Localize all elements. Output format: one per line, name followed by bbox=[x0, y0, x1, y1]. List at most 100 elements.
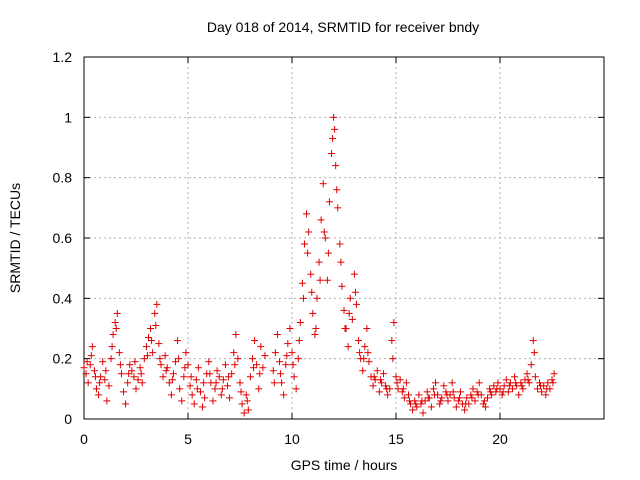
data-point bbox=[113, 309, 121, 317]
data-point bbox=[151, 309, 159, 317]
data-point bbox=[137, 370, 145, 378]
data-point bbox=[462, 400, 470, 408]
data-point bbox=[519, 385, 527, 393]
data-point bbox=[296, 318, 304, 326]
data-point bbox=[376, 376, 384, 384]
data-point bbox=[243, 397, 251, 405]
data-point bbox=[542, 391, 550, 399]
data-point bbox=[298, 279, 306, 287]
data-point bbox=[548, 376, 556, 384]
data-point bbox=[205, 358, 213, 366]
data-point bbox=[329, 134, 337, 142]
data-point bbox=[467, 391, 475, 399]
y-tick-label: 1.2 bbox=[53, 49, 73, 65]
data-point bbox=[383, 385, 391, 393]
y-tick-label: 0.4 bbox=[53, 290, 73, 306]
data-point bbox=[490, 382, 498, 390]
x-tick-label: 15 bbox=[388, 431, 404, 447]
data-point bbox=[193, 385, 201, 393]
data-point bbox=[161, 352, 169, 360]
data-point bbox=[278, 379, 286, 387]
data-point bbox=[340, 306, 348, 314]
data-point bbox=[413, 403, 421, 411]
data-point bbox=[430, 391, 438, 399]
data-point bbox=[240, 409, 248, 417]
data-point bbox=[289, 361, 297, 369]
data-point bbox=[253, 361, 261, 369]
data-point bbox=[333, 186, 341, 194]
data-point bbox=[273, 331, 281, 339]
data-point bbox=[292, 385, 300, 393]
data-point bbox=[108, 343, 116, 351]
data-point bbox=[295, 337, 303, 345]
data-point bbox=[218, 385, 226, 393]
data-point bbox=[388, 337, 396, 345]
data-point bbox=[530, 349, 538, 357]
data-point bbox=[168, 376, 176, 384]
data-point bbox=[352, 300, 360, 308]
data-point bbox=[370, 373, 378, 381]
data-point bbox=[172, 358, 180, 366]
x-tick-label: 10 bbox=[284, 431, 300, 447]
data-point bbox=[443, 391, 451, 399]
data-point bbox=[384, 391, 392, 399]
y-tick-label: 0 bbox=[64, 411, 72, 427]
data-point bbox=[169, 370, 177, 378]
data-point bbox=[484, 394, 492, 402]
data-point bbox=[418, 397, 426, 405]
data-point bbox=[440, 382, 448, 390]
data-point bbox=[331, 125, 339, 133]
data-point bbox=[282, 361, 290, 369]
data-point bbox=[91, 373, 99, 381]
data-point bbox=[429, 385, 437, 393]
data-point bbox=[212, 379, 220, 387]
y-tick-label: 0.6 bbox=[53, 230, 73, 246]
data-point bbox=[317, 216, 325, 224]
data-point bbox=[518, 382, 526, 390]
data-point bbox=[537, 382, 545, 390]
data-point bbox=[364, 349, 372, 357]
data-point bbox=[242, 391, 250, 399]
data-point bbox=[320, 228, 328, 236]
data-point bbox=[128, 367, 136, 375]
data-point bbox=[536, 379, 544, 387]
x-tick-label: 5 bbox=[184, 431, 192, 447]
data-point bbox=[256, 370, 264, 378]
data-point bbox=[469, 385, 477, 393]
data-point bbox=[259, 364, 267, 372]
data-point bbox=[84, 379, 92, 387]
data-point bbox=[157, 361, 165, 369]
y-tick-label: 0.2 bbox=[53, 351, 73, 367]
data-point bbox=[437, 397, 445, 405]
data-point bbox=[159, 373, 167, 381]
data-point bbox=[261, 352, 269, 360]
data-point bbox=[345, 309, 353, 317]
data-point bbox=[444, 397, 452, 405]
data-point bbox=[303, 210, 311, 218]
data-point bbox=[330, 113, 338, 121]
data-point bbox=[219, 376, 227, 384]
data-point bbox=[209, 397, 217, 405]
data-point bbox=[319, 180, 327, 188]
data-point bbox=[493, 385, 501, 393]
data-point bbox=[237, 388, 245, 396]
data-point bbox=[486, 385, 494, 393]
data-point bbox=[184, 361, 192, 369]
data-point bbox=[246, 373, 254, 381]
data-point bbox=[136, 364, 144, 372]
data-point bbox=[155, 340, 163, 348]
data-point bbox=[147, 325, 155, 332]
data-point bbox=[448, 379, 456, 387]
data-point bbox=[215, 373, 223, 381]
data-point bbox=[332, 162, 340, 170]
data-point bbox=[523, 370, 531, 378]
data-point bbox=[361, 343, 369, 351]
data-point bbox=[105, 382, 113, 390]
data-point bbox=[280, 391, 288, 399]
data-point bbox=[454, 397, 462, 405]
data-point bbox=[167, 391, 175, 399]
data-point bbox=[515, 391, 523, 399]
data-point bbox=[392, 373, 400, 381]
data-point bbox=[138, 379, 146, 387]
data-point bbox=[389, 355, 397, 363]
